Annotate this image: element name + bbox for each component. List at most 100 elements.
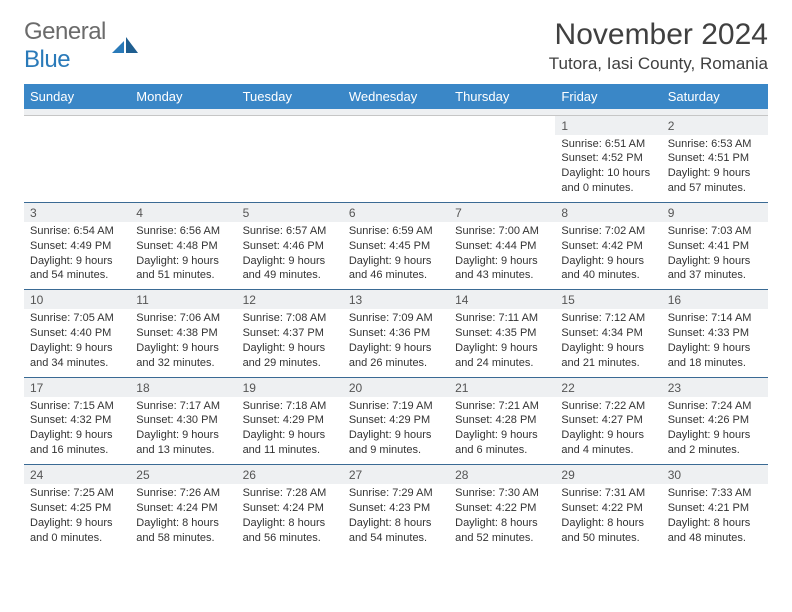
sunset-text: Sunset: 4:35 PM: [455, 326, 549, 341]
day1-text: Daylight: 9 hours: [243, 341, 337, 356]
day2-text: and 2 minutes.: [668, 443, 762, 458]
sunrise-text: Sunrise: 6:51 AM: [561, 137, 655, 152]
day-header: Friday: [555, 84, 661, 109]
detail-cell: Sunrise: 7:14 AMSunset: 4:33 PMDaylight:…: [662, 309, 768, 377]
sunset-text: Sunset: 4:22 PM: [455, 501, 549, 516]
sunrise-text: Sunrise: 6:56 AM: [136, 224, 230, 239]
sunrise-text: Sunrise: 6:54 AM: [30, 224, 124, 239]
detail-cell: Sunrise: 7:19 AMSunset: 4:29 PMDaylight:…: [343, 397, 449, 465]
date-cell: [130, 115, 236, 135]
sunset-text: Sunset: 4:36 PM: [349, 326, 443, 341]
day2-text: and 34 minutes.: [30, 356, 124, 371]
day2-text: and 50 minutes.: [561, 531, 655, 546]
day2-text: and 13 minutes.: [136, 443, 230, 458]
date-cell: 18: [130, 378, 236, 397]
sunrise-text: Sunrise: 7:15 AM: [30, 399, 124, 414]
detail-cell: Sunrise: 7:31 AMSunset: 4:22 PMDaylight:…: [555, 484, 661, 551]
date-cell: 1: [555, 115, 661, 135]
sunrise-text: Sunrise: 7:19 AM: [349, 399, 443, 414]
day1-text: Daylight: 9 hours: [243, 428, 337, 443]
date-cell: 12: [237, 290, 343, 309]
sunset-text: Sunset: 4:27 PM: [561, 413, 655, 428]
date-row: 17181920212223: [24, 378, 768, 397]
detail-cell: Sunrise: 7:28 AMSunset: 4:24 PMDaylight:…: [237, 484, 343, 551]
sunset-text: Sunset: 4:44 PM: [455, 239, 549, 254]
day2-text: and 48 minutes.: [668, 531, 762, 546]
day2-text: and 16 minutes.: [30, 443, 124, 458]
date-cell: 26: [237, 465, 343, 484]
day1-text: Daylight: 9 hours: [30, 516, 124, 531]
sunrise-text: Sunrise: 7:05 AM: [30, 311, 124, 326]
sunset-text: Sunset: 4:34 PM: [561, 326, 655, 341]
logo-word2: Blue: [24, 46, 70, 73]
day1-text: Daylight: 9 hours: [561, 254, 655, 269]
detail-row: Sunrise: 6:54 AMSunset: 4:49 PMDaylight:…: [24, 222, 768, 290]
day1-text: Daylight: 9 hours: [561, 428, 655, 443]
sunrise-text: Sunrise: 6:53 AM: [668, 137, 762, 152]
sunrise-text: Sunrise: 7:00 AM: [455, 224, 549, 239]
day2-text: and 24 minutes.: [455, 356, 549, 371]
sunrise-text: Sunrise: 7:29 AM: [349, 486, 443, 501]
sunset-text: Sunset: 4:25 PM: [30, 501, 124, 516]
date-cell: 30: [662, 465, 768, 484]
detail-cell: Sunrise: 7:22 AMSunset: 4:27 PMDaylight:…: [555, 397, 661, 465]
day2-text: and 49 minutes.: [243, 268, 337, 283]
day-header: Monday: [130, 84, 236, 109]
date-cell: 27: [343, 465, 449, 484]
date-cell: 22: [555, 378, 661, 397]
detail-cell: Sunrise: 7:06 AMSunset: 4:38 PMDaylight:…: [130, 309, 236, 377]
day-header: Thursday: [449, 84, 555, 109]
sunrise-text: Sunrise: 7:30 AM: [455, 486, 549, 501]
detail-cell: Sunrise: 7:25 AMSunset: 4:25 PMDaylight:…: [24, 484, 130, 551]
detail-cell: Sunrise: 6:56 AMSunset: 4:48 PMDaylight:…: [130, 222, 236, 290]
detail-cell: Sunrise: 7:33 AMSunset: 4:21 PMDaylight:…: [662, 484, 768, 551]
logo: General Blue: [24, 18, 140, 74]
day2-text: and 46 minutes.: [349, 268, 443, 283]
day-header-row: Sunday Monday Tuesday Wednesday Thursday…: [24, 84, 768, 109]
sunrise-text: Sunrise: 7:12 AM: [561, 311, 655, 326]
sunrise-text: Sunrise: 7:31 AM: [561, 486, 655, 501]
day1-text: Daylight: 9 hours: [561, 341, 655, 356]
day1-text: Daylight: 9 hours: [349, 341, 443, 356]
sunrise-text: Sunrise: 7:17 AM: [136, 399, 230, 414]
sunset-text: Sunset: 4:29 PM: [349, 413, 443, 428]
detail-cell: Sunrise: 6:54 AMSunset: 4:49 PMDaylight:…: [24, 222, 130, 290]
detail-cell: Sunrise: 6:59 AMSunset: 4:45 PMDaylight:…: [343, 222, 449, 290]
date-row: 24252627282930: [24, 465, 768, 484]
detail-cell: Sunrise: 7:02 AMSunset: 4:42 PMDaylight:…: [555, 222, 661, 290]
day2-text: and 0 minutes.: [30, 531, 124, 546]
day1-text: Daylight: 10 hours: [561, 166, 655, 181]
date-cell: [24, 115, 130, 135]
sunrise-text: Sunrise: 7:21 AM: [455, 399, 549, 414]
calendar-body: 12 Sunrise: 6:51 AMSunset: 4:52 PMDaylig…: [24, 115, 768, 551]
detail-cell: [24, 135, 130, 203]
detail-cell: Sunrise: 7:11 AMSunset: 4:35 PMDaylight:…: [449, 309, 555, 377]
sunset-text: Sunset: 4:33 PM: [668, 326, 762, 341]
day2-text: and 40 minutes.: [561, 268, 655, 283]
date-cell: 20: [343, 378, 449, 397]
day1-text: Daylight: 9 hours: [668, 428, 762, 443]
sunset-text: Sunset: 4:46 PM: [243, 239, 337, 254]
detail-cell: Sunrise: 7:09 AMSunset: 4:36 PMDaylight:…: [343, 309, 449, 377]
day1-text: Daylight: 9 hours: [349, 428, 443, 443]
day2-text: and 57 minutes.: [668, 181, 762, 196]
sunrise-text: Sunrise: 7:06 AM: [136, 311, 230, 326]
sunset-text: Sunset: 4:26 PM: [668, 413, 762, 428]
day1-text: Daylight: 9 hours: [136, 254, 230, 269]
detail-cell: Sunrise: 7:08 AMSunset: 4:37 PMDaylight:…: [237, 309, 343, 377]
sunrise-text: Sunrise: 7:03 AM: [668, 224, 762, 239]
sunrise-text: Sunrise: 7:18 AM: [243, 399, 337, 414]
date-cell: 14: [449, 290, 555, 309]
day-header: Tuesday: [237, 84, 343, 109]
day1-text: Daylight: 9 hours: [668, 254, 762, 269]
date-cell: 28: [449, 465, 555, 484]
day1-text: Daylight: 9 hours: [30, 428, 124, 443]
date-cell: 21: [449, 378, 555, 397]
sunset-text: Sunset: 4:41 PM: [668, 239, 762, 254]
date-cell: 8: [555, 203, 661, 222]
sunrise-text: Sunrise: 7:09 AM: [349, 311, 443, 326]
date-cell: 3: [24, 203, 130, 222]
date-cell: 24: [24, 465, 130, 484]
detail-cell: Sunrise: 7:17 AMSunset: 4:30 PMDaylight:…: [130, 397, 236, 465]
sunrise-text: Sunrise: 6:57 AM: [243, 224, 337, 239]
